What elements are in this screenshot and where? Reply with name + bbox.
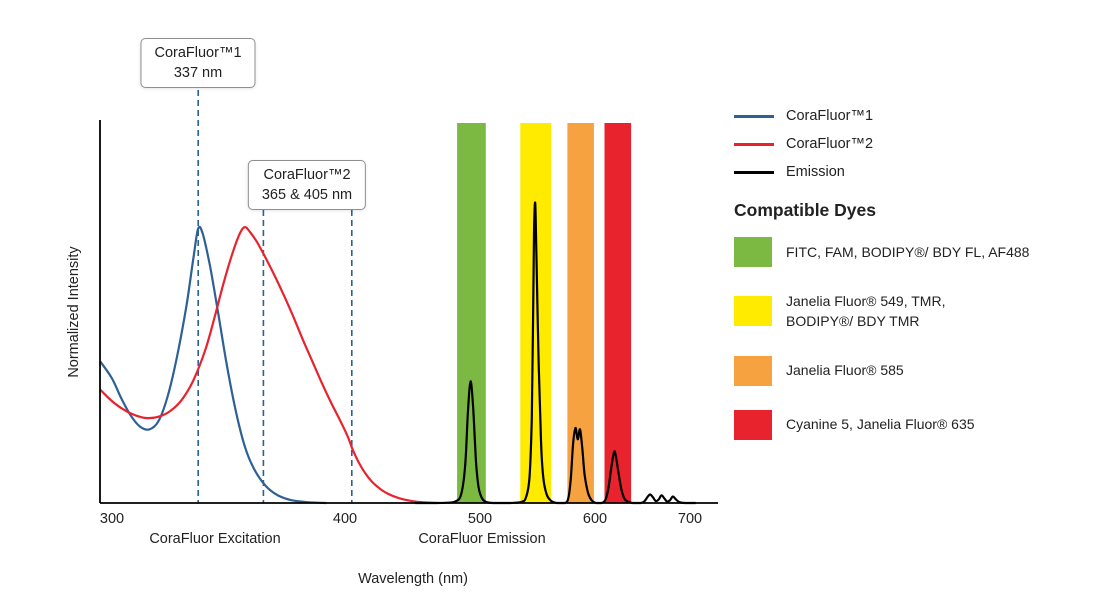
- legend-item-corafluor1: CoraFluor™1: [734, 104, 873, 128]
- callout-value: 365 & 405 nm: [261, 187, 353, 203]
- x-tick-label-600: 600: [582, 511, 608, 527]
- legend-label: CoraFluor™2: [786, 136, 874, 152]
- x-tick-label-500: 500: [467, 511, 493, 527]
- dye-band-0: [457, 123, 486, 503]
- series-legend: CoraFluor™1 CoraFluor™2 Emission: [734, 104, 873, 188]
- dye-band-1: [520, 123, 552, 503]
- corafluor2-line-sample: [734, 142, 774, 146]
- compatible-dyes-legend: FITC, FAM, BODIPY®/ BDY FL, AF488 Janeli…: [734, 237, 1029, 464]
- dye-label: Janelia Fluor® 549, TMR, BODIPY®/ BDY TM…: [786, 293, 946, 330]
- legend-item-emission: Emission: [734, 160, 873, 184]
- legend-label: CoraFluor™1: [786, 108, 874, 124]
- callout-value: 337 nm: [173, 65, 223, 81]
- x-axis-section-excitation: CoraFluor Excitation: [149, 531, 281, 547]
- green-dye-swatch: [734, 237, 772, 267]
- orange-dye-swatch: [734, 355, 772, 386]
- dye-row-red: Cyanine 5, Janelia Fluor® 635: [734, 409, 1029, 440]
- yellow-dye-swatch: [734, 296, 772, 327]
- legend-item-corafluor2: CoraFluor™2: [734, 132, 873, 156]
- callout-title: CoraFluor™1: [154, 45, 242, 61]
- dye-row-green: FITC, FAM, BODIPY®/ BDY FL, AF488: [734, 237, 1029, 267]
- dye-row-yellow: Janelia Fluor® 549, TMR, BODIPY®/ BDY TM…: [734, 291, 1029, 332]
- dye-row-orange: Janelia Fluor® 585: [734, 355, 1029, 386]
- curve-corafluor-2: [99, 225, 437, 505]
- x-tick-label-300: 300: [99, 511, 125, 527]
- curve-emission: [415, 201, 696, 505]
- x-tick-label-400: 400: [332, 511, 358, 527]
- curve-corafluor-1: [99, 225, 327, 505]
- dye-band-3: [604, 123, 632, 503]
- callout-corafluor1-excitation-max: CoraFluor™1 337 nm: [140, 38, 256, 88]
- x-axis-label: Wavelength (nm): [358, 571, 468, 587]
- callout-corafluor2-excitation-max: CoraFluor™2 365 & 405 nm: [247, 160, 367, 210]
- red-dye-swatch: [734, 409, 772, 440]
- dye-label: FITC, FAM, BODIPY®/ BDY FL, AF488: [786, 243, 1030, 260]
- dye-band-2: [567, 123, 594, 503]
- dye-label: Janelia Fluor® 585: [786, 362, 904, 379]
- legend-label: Emission: [786, 164, 845, 180]
- emission-line-sample: [734, 170, 774, 174]
- x-axis-section-emission: CoraFluor Emission: [418, 531, 546, 547]
- dye-label: Cyanine 5, Janelia Fluor® 635: [786, 416, 975, 433]
- y-axis-label: Normalized Intensity: [66, 246, 82, 378]
- compatible-dyes-heading: Compatible Dyes: [734, 200, 876, 220]
- x-tick-label-700: 700: [677, 511, 703, 527]
- corafluor1-line-sample: [734, 114, 774, 118]
- callout-title: CoraFluor™2: [263, 167, 351, 183]
